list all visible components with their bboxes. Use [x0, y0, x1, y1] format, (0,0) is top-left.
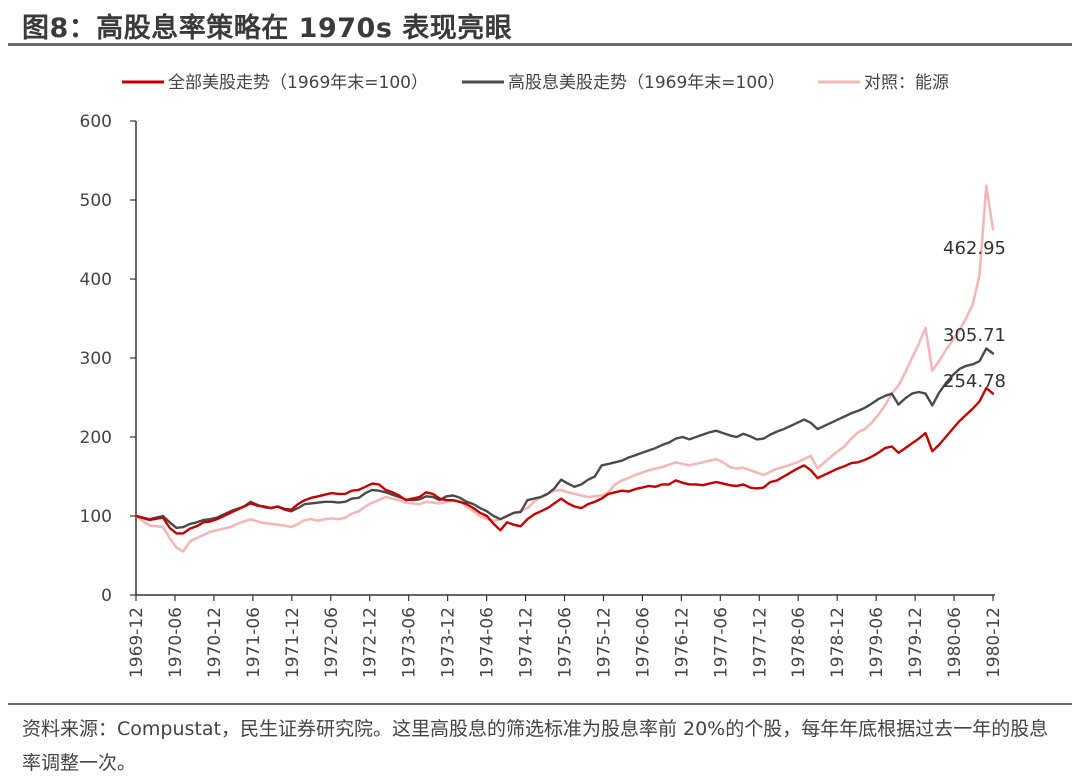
x-tick-label: 1972-12 — [361, 607, 381, 678]
y-tick-label: 0 — [101, 586, 112, 606]
x-tick-label: 1977-06 — [711, 607, 731, 678]
x-tick-label: 1975-06 — [556, 607, 576, 678]
x-tick-label: 1971-06 — [244, 607, 264, 678]
chart-title: 图8：高股息率策略在 1970s 表现亮眼 — [22, 13, 513, 44]
x-tick-label: 1979-12 — [906, 607, 926, 678]
x-tick-label: 1973-06 — [400, 607, 420, 678]
y-tick-label: 100 — [80, 507, 112, 527]
y-tick-label: 600 — [80, 112, 112, 132]
footer-divider — [8, 703, 1072, 705]
x-tick-label: 1971-12 — [283, 607, 303, 678]
y-tick-label: 500 — [80, 191, 112, 211]
x-tick-label: 1978-06 — [789, 607, 809, 678]
end-labels: 254.78 305.71 462.95 — [943, 238, 1006, 392]
y-tick-label: 300 — [80, 349, 112, 369]
x-tick-label: 1977-12 — [750, 607, 770, 678]
source-note: 资料来源：Compustat，民生证券研究院。这里高股息的筛选标准为股息率前 2… — [22, 718, 1049, 774]
x-tick-label: 1978-12 — [828, 607, 848, 678]
x-tick-label: 1976-06 — [633, 607, 653, 678]
x-tick-label: 1976-12 — [672, 607, 692, 678]
x-tick-label: 1980-06 — [945, 607, 965, 678]
x-tick-label: 1970-12 — [205, 607, 225, 678]
legend-label-0: 全部美股走势（1969年末=100） — [168, 73, 428, 93]
title-divider — [8, 43, 1072, 46]
line-chart: 全部美股走势（1969年末=100） 高股息美股走势（1969年末=100） 对照：… — [80, 73, 1006, 678]
x-tick-label: 1972-06 — [322, 607, 342, 678]
x-tick-label: 1969-12 — [127, 607, 147, 678]
x-tick-label: 1974-06 — [478, 607, 498, 678]
x-tick-label: 1974-12 — [517, 607, 537, 678]
legend: 全部美股走势（1969年末=100） 高股息美股走势（1969年末=100） 对照：… — [122, 73, 949, 93]
y-tick-label: 200 — [80, 428, 112, 448]
x-tick-label: 1970-06 — [166, 607, 186, 678]
series-line-0 — [134, 386, 995, 535]
y-tick-label: 400 — [80, 270, 112, 290]
series-line-1 — [134, 347, 995, 530]
series-lines — [134, 184, 995, 553]
x-tick-label: 1973-12 — [439, 607, 459, 678]
x-tick-label: 1980-12 — [984, 607, 1004, 678]
end-label-1: 305.71 — [943, 325, 1006, 346]
x-tick-label: 1975-12 — [594, 607, 614, 678]
series-line-2 — [134, 184, 995, 553]
legend-label-2: 对照：能源 — [864, 73, 949, 93]
axes: 0 100 200 300 400 500 600 1969-12 1970-06 1970-12… — [80, 112, 1004, 678]
x-tick-label: 1979-06 — [867, 607, 887, 678]
end-label-0: 254.78 — [943, 371, 1006, 392]
end-label-2: 462.95 — [943, 238, 1006, 259]
legend-label-1: 高股息美股走势（1969年末=100） — [508, 73, 785, 93]
